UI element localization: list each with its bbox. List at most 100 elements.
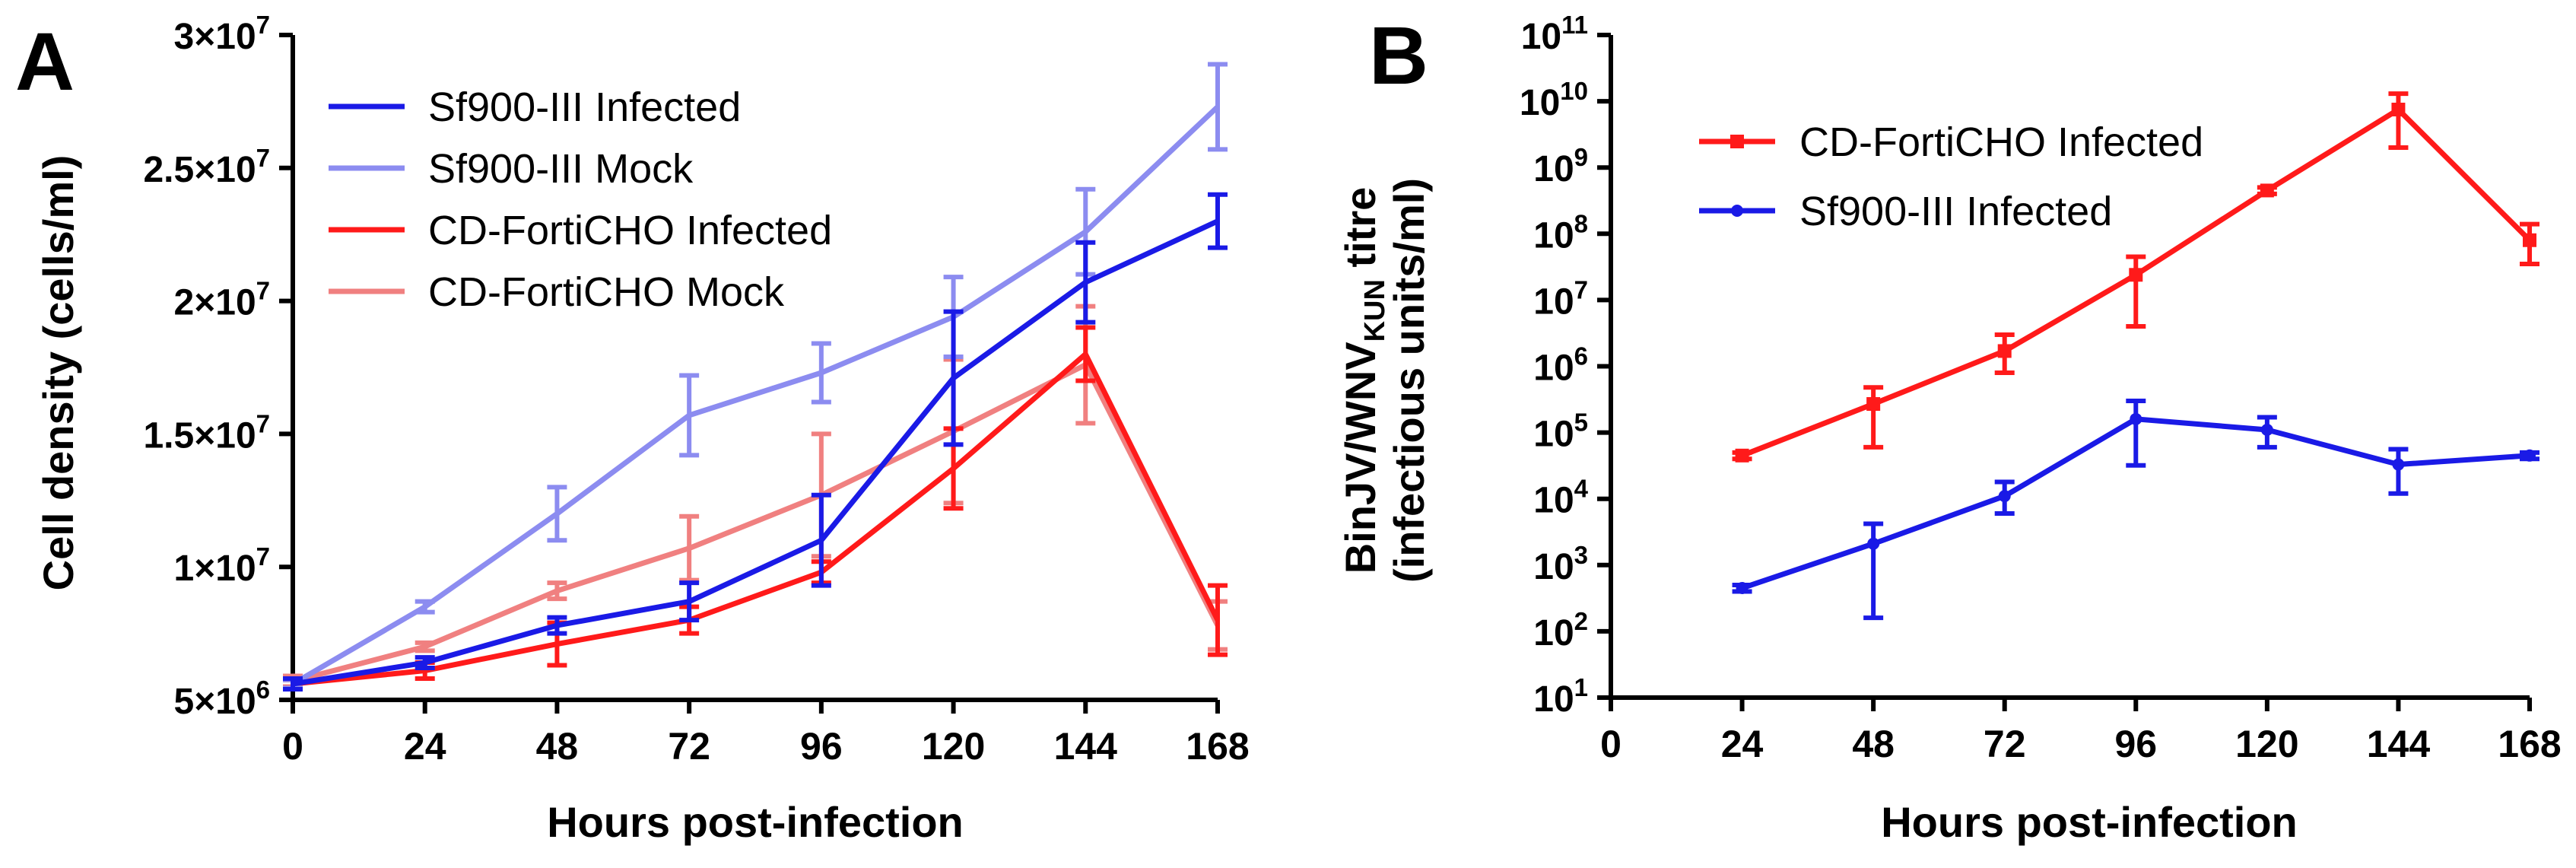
panel-a-y-tick-label: 3×107 (174, 11, 270, 57)
panel-a-sf900-iii-infected-series (283, 192, 1228, 692)
panel-a-y-tick-mantissa: 2×10 (174, 283, 256, 323)
panel-b-y-tick-base: 10 (1521, 17, 1561, 57)
panel-b-x-axis-label: Hours post-infection (1881, 798, 2298, 846)
panel-a-x-tick-label: 72 (668, 725, 710, 768)
panel-b-x-tick-label: 96 (2114, 723, 2157, 765)
panel-b-y-tick-base: 10 (1533, 149, 1574, 189)
panel-b-legend-cd-forticho-infected-marker (1730, 135, 1744, 148)
panel-a-y-tick-mantissa: 1.5×10 (143, 415, 256, 456)
panel-a-cd-forticho-mock-line (292, 362, 1221, 684)
panel-b: B BinJV/WNVKUN titre (infectious units/m… (1336, 9, 2562, 846)
panel-b-cd-forticho-infected-marker (1997, 344, 2012, 358)
panel-a-y-tick-label: 1×107 (174, 542, 270, 589)
panel-a-label: A (15, 15, 75, 107)
panel-a-y-tick-mantissa: 1×10 (174, 548, 256, 589)
panel-b-legend-sf900-iii-infected-label: Sf900-III Infected (1799, 189, 2112, 234)
panel-b-y-tick-label: 102 (1533, 607, 1588, 653)
panel-b-y-tick-exponent: 11 (1561, 11, 1588, 39)
panel-b-x-tick-label: 72 (1984, 723, 2026, 765)
panel-b-y-tick-exponent: 8 (1574, 209, 1588, 237)
panel-b-y-tick-exponent: 10 (1560, 77, 1588, 105)
panel-a-y-tick-mantissa: 3×10 (174, 17, 256, 57)
panel-b-y-tick-label: 105 (1533, 409, 1588, 455)
panel-b-sf900-iii-infected-marker (2524, 449, 2536, 462)
panel-a-x-tick-label: 120 (922, 725, 985, 768)
panel-b-cd-forticho-infected-marker (2391, 102, 2406, 116)
panel-a-series (283, 62, 1228, 692)
panel-b-cd-forticho-infected-marker (1866, 397, 1881, 412)
panel-b-legend: CD-FortiCHO Infected Sf900-III Infected (1699, 119, 2203, 234)
panel-b-y-tick-exponent: 5 (1574, 409, 1588, 437)
panel-a-x-axis-label: Hours post-infection (547, 798, 964, 846)
panel-b-sf900-iii-infected-marker (1867, 537, 1880, 550)
panel-a-y-tick-mantissa: 5×10 (174, 682, 256, 722)
panel-a-y-tick-exponent: 6 (256, 676, 270, 704)
panel-a: A Cell density (cells/ml) Hours post-inf… (15, 11, 1250, 846)
panel-b-cd-forticho-infected-series (1732, 91, 2539, 463)
panel-a-legend-sf900-iii-mock-label: Sf900-III Mock (428, 146, 694, 192)
panel-a-sf900-iii-mock-line (291, 104, 1220, 687)
panel-b-y-tick-label: 109 (1533, 143, 1588, 189)
panel-b-y-axis-label-line2: (infectious units/ml) (1385, 178, 1433, 583)
panel-b-cd-forticho-infected-marker (2129, 268, 2143, 282)
panel-b-x-tick-label: 120 (2235, 723, 2298, 765)
panel-b-y-label-sub: KUN (1359, 279, 1391, 342)
panel-b-y-tick-label: 103 (1533, 541, 1588, 587)
panel-b-series (1732, 91, 2539, 621)
panel-b-x-tick-label: 24 (1721, 723, 1764, 765)
panel-b-y-tick-base: 10 (1533, 348, 1574, 389)
panel-b-y-tick-base: 10 (1533, 547, 1574, 587)
panel-b-cd-forticho-infected-marker (2260, 183, 2274, 198)
panel-b-y-tick-base: 10 (1533, 613, 1574, 653)
panel-b-y-tick-base: 10 (1533, 679, 1574, 720)
panel-b-x-tick-label: 48 (1852, 723, 1895, 765)
panel-b-y-tick-label: 1010 (1520, 77, 1588, 123)
panel-b-y-tick-label: 108 (1533, 209, 1588, 256)
panel-a-x-tick-label: 24 (404, 725, 446, 768)
panel-b-sf900-iii-infected-marker (2392, 458, 2405, 471)
panel-b-y-tick-exponent: 4 (1574, 475, 1589, 503)
panel-a-cd-forticho-infected-line (292, 351, 1221, 687)
panel-a-legend-cd-forticho-mock-label: CD-FortiCHO Mock (428, 269, 785, 315)
panel-b-x-tick-label: 0 (1600, 723, 1622, 765)
panel-b-y-label-after: titre (1336, 187, 1384, 279)
panel-a-y-tick-label: 2×107 (174, 277, 270, 323)
panel-a-cd-forticho-infected-series (283, 325, 1228, 691)
panel-b-y-tick-label: 106 (1533, 342, 1588, 389)
panel-a-y-tick-exponent: 7 (256, 277, 270, 305)
panel-a-x-tick-label: 48 (536, 725, 579, 768)
panel-a-y-tick-label: 2.5×107 (143, 144, 270, 190)
panel-a-x-tick-label: 96 (800, 725, 843, 768)
panel-b-x-tick-label: 168 (2498, 723, 2561, 765)
panel-b-sf900-iii-infected-marker (2130, 412, 2142, 425)
panel-b-y-tick-exponent: 7 (1574, 275, 1588, 304)
panel-b-cd-forticho-infected-marker (1735, 448, 1749, 463)
panel-b-sf900-iii-infected-series (1732, 399, 2539, 621)
panel-b-y-tick-label: 107 (1533, 275, 1588, 322)
panel-b-sf900-iii-infected-marker (2260, 423, 2273, 436)
panel-b-y-tick-exponent: 2 (1574, 607, 1588, 635)
panel-a-y-tick-mantissa: 2.5×10 (143, 150, 256, 190)
panel-a-x-tick-label: 0 (282, 725, 303, 768)
panel-b-y-tick-base: 10 (1533, 415, 1574, 455)
panel-a-sf900-iii-infected-line (292, 218, 1219, 687)
panel-b-label: B (1369, 9, 1428, 101)
panel-a-y-tick-exponent: 7 (256, 11, 270, 39)
panel-b-x-tick-label: 144 (2367, 723, 2431, 765)
panel-b-y-tick-exponent: 1 (1574, 673, 1588, 701)
panel-b-y-tick-label: 101 (1533, 673, 1588, 720)
panel-a-y-tick-label: 1.5×107 (143, 409, 270, 456)
panel-a-x-tick-label: 144 (1054, 725, 1118, 768)
panel-b-y-tick-exponent: 3 (1574, 541, 1588, 569)
panel-b-y-axis-label: BinJV/WNVKUN titre (1336, 187, 1391, 574)
panel-b-sf900-iii-infected-marker (1736, 582, 1749, 595)
panel-b-sf900-iii-infected-marker (1998, 490, 2011, 503)
panel-b-cd-forticho-infected-marker (2523, 233, 2536, 247)
panel-b-y-tick-label: 104 (1533, 475, 1588, 521)
panel-a-legend-sf900-iii-infected-label: Sf900-III Infected (428, 84, 741, 130)
panel-a-y-axis-label: Cell density (cells/ml) (34, 155, 82, 591)
panel-b-y-tick-exponent: 6 (1574, 342, 1588, 370)
panel-a-y-tick-exponent: 7 (256, 144, 270, 172)
